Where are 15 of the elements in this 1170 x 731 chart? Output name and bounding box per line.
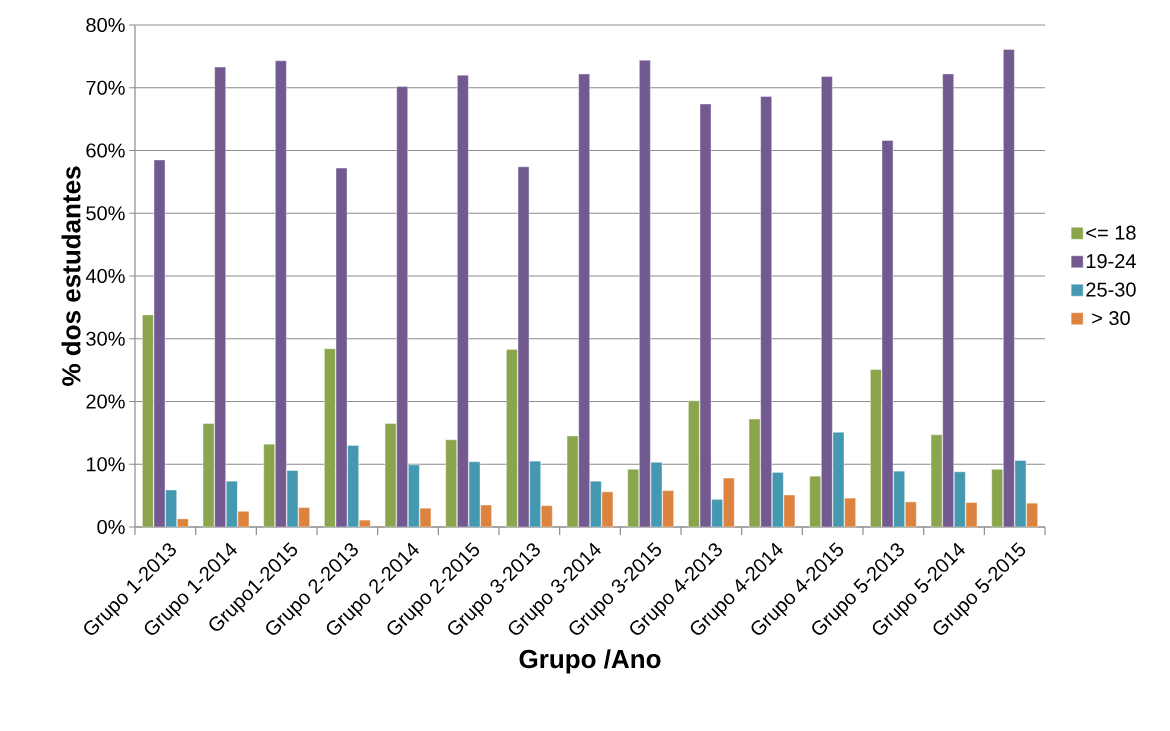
y-tick-label: 40%	[85, 268, 125, 284]
y-tick-label: 60%	[86, 143, 125, 158]
y-axis-title: % dos estudantes	[61, 166, 81, 386]
y-tick-label: 0%	[97, 519, 125, 535]
legend-label: <= 18	[1086, 225, 1136, 240]
y-tick-label: 30%	[86, 331, 125, 346]
y-tick-label: 10%	[86, 457, 125, 472]
x-axis-title: Grupo /Ano	[519, 649, 661, 674]
y-tick-label: 80%	[86, 17, 125, 33]
legend-label: 25-30	[1086, 282, 1136, 297]
legend-label: > 30	[1092, 310, 1130, 326]
y-tick-label: 50%	[86, 206, 125, 221]
y-tick-label: 20%	[86, 394, 125, 409]
legend-label: 19-24	[1086, 254, 1136, 269]
y-tick-label: 70%	[86, 80, 125, 95]
